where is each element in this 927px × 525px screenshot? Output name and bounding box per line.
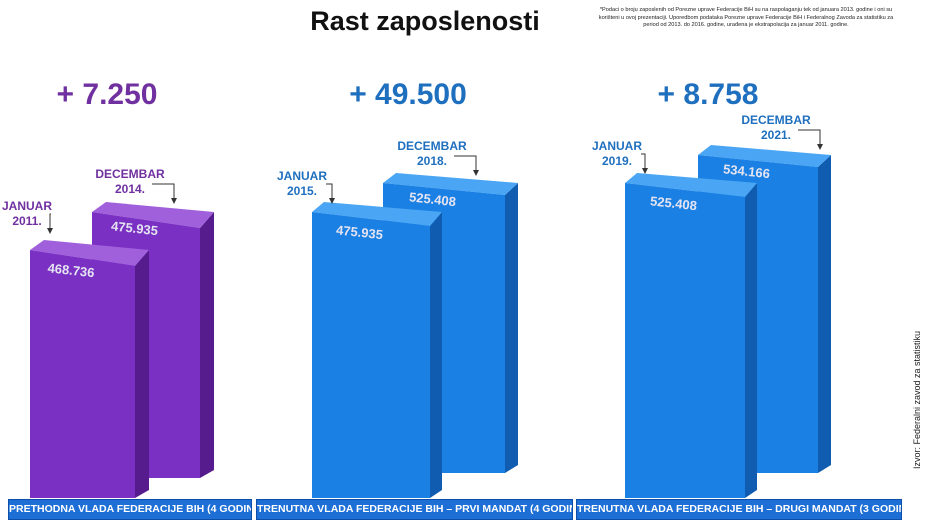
change: + 49.500	[349, 78, 467, 111]
arrow	[454, 155, 477, 174]
end-value: 534.166	[722, 161, 770, 181]
change: + 8.758	[658, 78, 759, 111]
start-year: 2011.	[12, 214, 41, 228]
start-value: 468.736	[47, 260, 95, 280]
arrow-head	[642, 168, 648, 174]
end-bar-top	[383, 173, 518, 195]
title: Rast zaposlenosti	[310, 6, 540, 36]
start-bar-face	[30, 250, 135, 498]
start-bar-side	[135, 250, 149, 498]
start-month: JANUAR	[277, 169, 327, 183]
end-bar-top	[698, 145, 831, 167]
start-bar-top	[312, 202, 442, 226]
end-month: DECEMBAR	[95, 167, 165, 181]
end-value: 525.408	[408, 189, 456, 209]
end-year: 2021.	[761, 128, 791, 142]
start-value: 525.408	[649, 193, 697, 213]
start-value: 475.935	[335, 222, 383, 242]
end-month: DECEMBAR	[741, 113, 811, 127]
start-month: JANUAR	[592, 139, 642, 153]
source: Izvor: Federalni zavod za statistiku	[912, 331, 922, 469]
change: + 7.250	[57, 78, 158, 111]
caption: PRETHODNA VLADA FEDERACIJE BIH (4 GODINE…	[8, 499, 252, 520]
arrow-head	[329, 198, 335, 204]
arrow-head	[817, 144, 823, 150]
start-bar-top	[30, 240, 149, 266]
arrow-head	[171, 198, 177, 204]
start-year: 2015.	[287, 184, 317, 198]
end-bar-side	[818, 155, 831, 473]
caption: TRENUTNA VLADA FEDERACIJE BIH – DRUGI MA…	[576, 499, 902, 520]
arrow	[152, 183, 175, 202]
note: *Podaci o broju zaposlenih od Porezne up…	[598, 7, 894, 28]
arrow	[49, 213, 51, 232]
end-year: 2014.	[115, 182, 145, 196]
arrow-head	[47, 228, 53, 234]
arrow-head	[473, 170, 479, 176]
end-month: DECEMBAR	[397, 139, 467, 153]
start-bar-side	[745, 183, 757, 498]
caption: TRENUTNA VLADA FEDERACIJE BIH – PRVI MAN…	[256, 499, 573, 520]
start-bar-face	[312, 212, 430, 498]
end-bar-top	[92, 202, 214, 228]
arrow	[326, 183, 333, 202]
start-bar-side	[430, 212, 442, 498]
start-bar-face	[625, 183, 745, 498]
end-year: 2018.	[417, 154, 447, 168]
start-year: 2019.	[602, 154, 632, 168]
arrow	[641, 153, 646, 172]
end-bar-side	[505, 183, 518, 473]
end-value: 475.935	[110, 218, 158, 238]
arrow	[798, 129, 821, 148]
start-month: JANUAR	[2, 199, 52, 213]
start-bar-top	[625, 173, 757, 197]
end-bar-side	[200, 212, 214, 478]
